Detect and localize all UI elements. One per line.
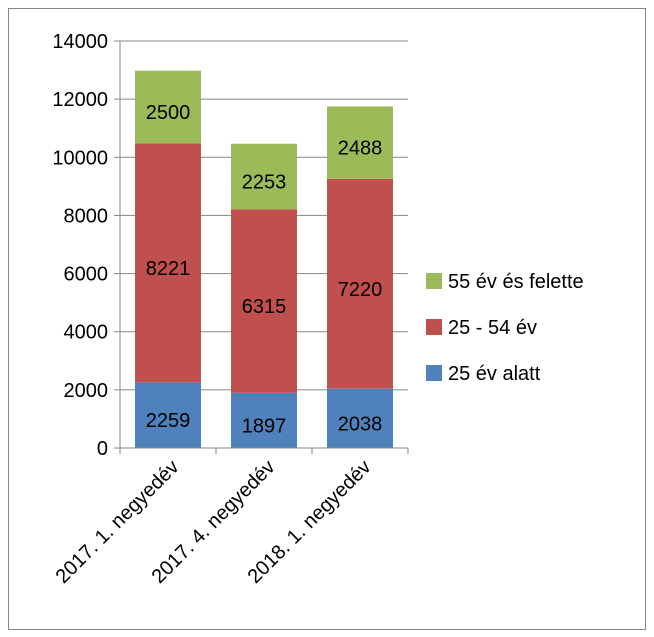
y-tick-label: 4000 (64, 322, 109, 344)
bar-segment (135, 382, 201, 448)
legend-label: 25 - 54 év (448, 317, 537, 339)
data-labels: 2259 8221 2500 1897 6315 2253 2038 7220 2488 (146, 102, 383, 437)
y-tick-label: 14000 (52, 31, 108, 53)
data-label: 6315 (242, 296, 287, 318)
data-label: 2253 (242, 172, 287, 194)
legend-swatch (426, 273, 442, 289)
legend-label: 25 év alatt (448, 363, 541, 385)
bar-segment (327, 178, 393, 389)
y-tick-label: 8000 (64, 205, 109, 227)
legend: 55 év és felette 25 - 54 év 25 év alatt (426, 271, 584, 385)
bar-segment (135, 143, 201, 383)
data-label: 7220 (338, 279, 383, 301)
y-tick-label: 2000 (64, 380, 109, 402)
bars (135, 70, 393, 448)
legend-label: 55 év és felette (448, 271, 584, 293)
data-label: 1897 (242, 415, 287, 437)
y-tick-label: 10000 (52, 147, 108, 169)
bar-segment (231, 143, 297, 210)
bar-segment (327, 388, 393, 448)
data-label: 2038 (338, 413, 383, 435)
data-label: 8221 (146, 258, 191, 280)
data-label: 2488 (338, 138, 383, 160)
y-tick-label: 0 (97, 438, 108, 460)
legend-swatch (426, 365, 442, 381)
bar-segment (327, 106, 393, 179)
bar-segment (231, 392, 297, 448)
data-label: 2259 (146, 410, 191, 432)
legend-swatch (426, 319, 442, 335)
y-tick-label: 12000 (52, 89, 108, 111)
bar-segment (231, 209, 297, 393)
y-tick-label: 6000 (64, 264, 109, 286)
data-label: 2500 (146, 102, 191, 124)
bar-segment (135, 70, 201, 144)
